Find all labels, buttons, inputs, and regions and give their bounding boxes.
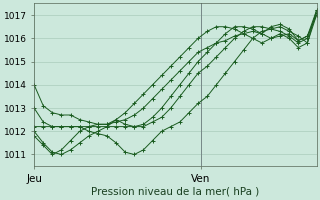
X-axis label: Pression niveau de la mer( hPa ): Pression niveau de la mer( hPa ) xyxy=(91,187,260,197)
